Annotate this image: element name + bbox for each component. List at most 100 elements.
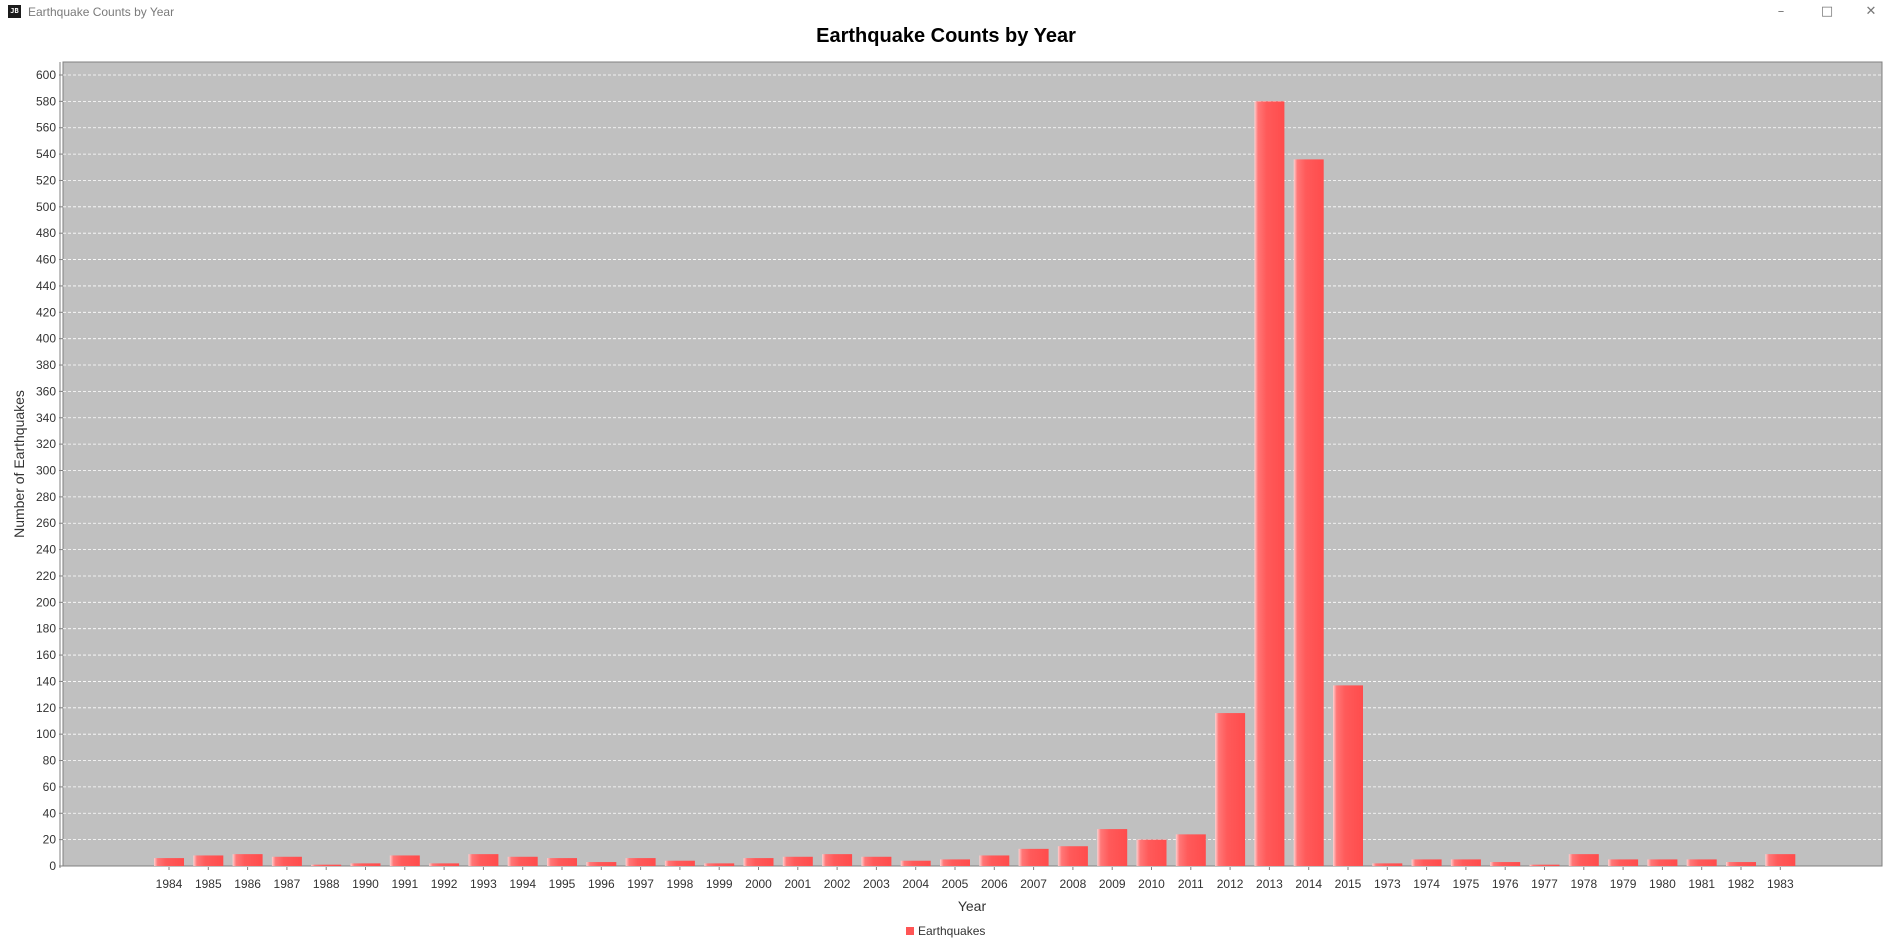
bar-1990 xyxy=(350,863,381,866)
x-tick-label: 2004 xyxy=(902,877,929,891)
x-tick-label: 2000 xyxy=(745,877,772,891)
y-tick-label: 380 xyxy=(36,358,56,372)
x-tick-label: 1998 xyxy=(667,877,694,891)
y-tick-label: 80 xyxy=(43,754,57,768)
x-tick-label: 1978 xyxy=(1570,877,1597,891)
y-tick-label: 540 xyxy=(36,147,56,161)
bar-1974 xyxy=(1411,859,1442,866)
y-tick-label: 40 xyxy=(43,806,57,820)
x-tick-label: 1987 xyxy=(274,877,301,891)
x-tick-label: 2010 xyxy=(1138,877,1165,891)
x-tick-label: 1996 xyxy=(588,877,615,891)
bar-1982 xyxy=(1726,862,1756,866)
bar-1998 xyxy=(664,860,695,866)
x-tick-label: 1977 xyxy=(1531,877,1558,891)
x-tick-label: 2015 xyxy=(1335,877,1362,891)
bar-1991 xyxy=(389,855,420,866)
x-tick-label: 1979 xyxy=(1610,877,1637,891)
bar-2003 xyxy=(861,856,892,866)
y-tick-label: 320 xyxy=(36,437,56,451)
bar-1994 xyxy=(507,856,538,866)
x-tick-label: 2005 xyxy=(942,877,969,891)
y-tick-label: 200 xyxy=(36,595,56,609)
legend-swatch xyxy=(906,927,914,935)
bar-2010 xyxy=(1136,839,1167,866)
x-tick-label: 1973 xyxy=(1374,877,1401,891)
x-tick-label: 1974 xyxy=(1413,877,1440,891)
x-tick-label: 1993 xyxy=(470,877,497,891)
bar-2015 xyxy=(1333,685,1363,866)
y-tick-label: 340 xyxy=(36,411,56,425)
bar-1985 xyxy=(193,855,224,866)
x-tick-label: 1975 xyxy=(1453,877,1480,891)
legend: Earthquakes xyxy=(906,924,985,938)
x-tick-label: 1976 xyxy=(1492,877,1519,891)
plot-area xyxy=(62,61,1883,867)
minimize-button[interactable]: – xyxy=(1777,4,1785,19)
bar-1986 xyxy=(232,854,263,866)
y-tick-label: 140 xyxy=(36,674,56,688)
bar-2001 xyxy=(782,856,813,866)
bar-2011 xyxy=(1175,834,1206,866)
y-axis-ticks: 0 20 40 60 80 100 120 140 160 180 200 220 240 260 280 3… xyxy=(36,62,63,873)
x-tick-label: 2003 xyxy=(863,877,890,891)
x-tick-label: 2011 xyxy=(1178,877,1204,891)
x-tick-label: 1994 xyxy=(509,877,536,891)
bar-1978 xyxy=(1568,854,1599,866)
bar-1975 xyxy=(1450,859,1481,866)
y-tick-label: 120 xyxy=(36,701,56,715)
x-tick-label: 1981 xyxy=(1688,877,1715,891)
x-axis-ticks: 1984 1985 1986 1987 1988 1990 1991 1992 1993 1994… xyxy=(156,867,1794,891)
bar-1983 xyxy=(1765,854,1796,866)
bar-1987 xyxy=(271,856,302,866)
window-titlebar: JB Earthquake Counts by Year – □ ✕ xyxy=(0,0,1893,24)
y-tick-label: 360 xyxy=(36,384,56,398)
y-tick-label: 160 xyxy=(36,648,56,662)
bars xyxy=(154,101,1796,866)
bar-2004 xyxy=(900,860,931,866)
window-title: Earthquake Counts by Year xyxy=(28,5,175,19)
bar-2008 xyxy=(1057,846,1088,866)
x-tick-label: 2008 xyxy=(1060,877,1087,891)
x-tick-label: 1986 xyxy=(234,877,261,891)
bar-2007 xyxy=(1018,848,1049,866)
x-tick-label: 1992 xyxy=(431,877,458,891)
x-tick-label: 1995 xyxy=(549,877,576,891)
x-tick-label: 2007 xyxy=(1020,877,1047,891)
bar-1993 xyxy=(468,854,499,866)
y-tick-label: 260 xyxy=(36,516,56,530)
bar-2012 xyxy=(1215,713,1246,866)
x-tick-label: 1983 xyxy=(1767,877,1794,891)
x-tick-label: 2012 xyxy=(1217,877,1244,891)
x-tick-label: 2002 xyxy=(824,877,851,891)
bar-1997 xyxy=(625,858,656,866)
y-tick-label: 520 xyxy=(36,173,56,187)
y-tick-label: 0 xyxy=(49,859,56,873)
bar-2000 xyxy=(743,858,774,866)
y-tick-label: 560 xyxy=(36,121,56,135)
y-tick-label: 480 xyxy=(36,226,56,240)
y-tick-label: 20 xyxy=(43,833,57,847)
bar-2009 xyxy=(1097,829,1128,866)
bar-1999 xyxy=(704,863,735,866)
x-tick-label: 1982 xyxy=(1728,877,1755,891)
legend-label: Earthquakes xyxy=(918,924,986,938)
x-tick-label: 1985 xyxy=(195,877,222,891)
bar-2006 xyxy=(979,855,1010,866)
y-tick-label: 240 xyxy=(36,543,56,557)
y-tick-label: 400 xyxy=(36,332,56,346)
bar-1976 xyxy=(1490,862,1521,866)
bar-1984 xyxy=(154,858,184,866)
maximize-button[interactable]: □ xyxy=(1820,4,1834,19)
app-icon: JB xyxy=(8,5,21,18)
bar-2014 xyxy=(1293,159,1324,866)
bar-1980 xyxy=(1647,859,1678,866)
y-tick-label: 500 xyxy=(36,200,56,214)
bar-1981 xyxy=(1686,859,1717,866)
x-tick-label: 1999 xyxy=(706,877,733,891)
bar-1977 xyxy=(1529,864,1560,866)
x-tick-label: 1984 xyxy=(156,877,183,891)
close-button[interactable]: ✕ xyxy=(1865,4,1877,19)
y-tick-label: 600 xyxy=(36,68,56,82)
bar-1979 xyxy=(1608,859,1639,866)
